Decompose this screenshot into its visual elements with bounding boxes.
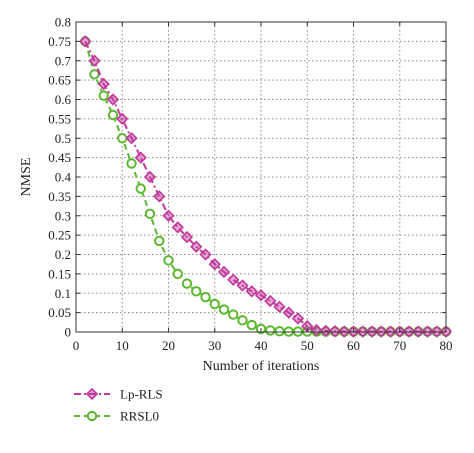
data-point [328, 325, 342, 338]
data-point [265, 325, 276, 336]
data-point [135, 183, 146, 194]
legend-marker [85, 387, 99, 401]
y-tick-label: 0.3 [55, 208, 71, 223]
grid-lines [76, 22, 446, 332]
data-point [218, 304, 230, 315]
data-point [246, 319, 257, 331]
data-point [97, 77, 110, 91]
y-tick-label: 0.65 [48, 73, 71, 88]
y-axis-title: NMSE [19, 158, 34, 197]
axes: 0 10 20 30 40 50 60 70 80 0 0.05 0.1 0.15 0.2 0.25 0.3 0… [48, 15, 452, 354]
y-tick-label: 0.4 [55, 170, 72, 185]
data-point [236, 279, 249, 292]
x-tick-label: 70 [393, 338, 406, 353]
y-tick-label: 0.8 [55, 15, 71, 30]
legend-label: Lp-RLS [120, 387, 163, 402]
x-tick-label: 80 [440, 338, 453, 353]
y-tick-label: 0.1 [55, 286, 71, 301]
data-point [163, 255, 174, 266]
x-tick-label: 50 [301, 338, 314, 353]
data-point [154, 235, 165, 247]
data-point [199, 248, 212, 261]
y-tick-label: 0.45 [48, 150, 71, 165]
y-tick-label: 0.75 [48, 34, 71, 49]
x-tick-label: 20 [162, 338, 175, 353]
y-tick-label: 0.25 [48, 228, 71, 243]
data-point [106, 93, 120, 106]
data-point [107, 109, 119, 121]
data-point [274, 326, 285, 337]
data-point [227, 273, 240, 286]
data-point [116, 112, 129, 126]
data-point [237, 315, 248, 326]
y-tick-label: 0.55 [48, 111, 71, 126]
data-point [181, 278, 193, 289]
data-point [171, 221, 184, 234]
data-point [88, 54, 101, 67]
data-point [319, 324, 332, 337]
y-tick-label: 0.6 [55, 92, 72, 107]
data-point [254, 289, 268, 302]
legend: Lp-RLS RRSL0 [74, 387, 163, 424]
y-tick-label: 0.35 [48, 189, 71, 204]
series-line [84, 41, 446, 333]
legend-marker [86, 410, 98, 422]
x-tick-label: 10 [116, 338, 129, 353]
y-tick-label: 0.2 [55, 247, 71, 262]
legend-label: RRSL0 [120, 409, 159, 424]
x-tick-label: 0 [73, 338, 80, 353]
data-point [162, 209, 175, 222]
data-point [209, 298, 220, 310]
data-point [144, 208, 156, 220]
data-point [291, 312, 305, 325]
legend-entry: RRSL0 [74, 409, 159, 424]
data-point [273, 300, 286, 313]
data-point [264, 294, 277, 308]
data-point [191, 286, 202, 297]
data-point [89, 69, 100, 80]
data-point [282, 306, 295, 319]
data-point [126, 158, 137, 169]
series-lp-rls [79, 35, 453, 338]
data-point [98, 90, 109, 101]
data-point [200, 291, 211, 303]
y-tick-label: 0.5 [55, 131, 71, 146]
x-tick-label: 60 [347, 338, 360, 353]
x-tick-label: 30 [208, 338, 221, 353]
data-point [245, 285, 258, 298]
legend-entry: Lp-RLS [74, 387, 163, 402]
series-rrsl0 [80, 36, 452, 337]
data-point [190, 240, 203, 253]
y-tick-label: 0.15 [48, 266, 71, 281]
x-axis-title: Number of iterations [203, 359, 320, 374]
data-point [172, 268, 183, 280]
data-point [208, 258, 221, 271]
x-tick-label: 40 [255, 338, 268, 353]
y-tick-label: 0 [65, 325, 72, 340]
data-point [310, 323, 323, 337]
data-point [153, 190, 166, 203]
data-point [217, 265, 231, 279]
y-tick-label: 0.7 [55, 53, 72, 68]
data-point [134, 151, 147, 164]
data-point [180, 230, 194, 244]
data-point [228, 309, 239, 320]
data-point [143, 170, 157, 184]
series-layer [79, 35, 453, 338]
data-point [117, 133, 128, 144]
data-point [125, 132, 138, 145]
y-tick-label: 0.05 [48, 305, 71, 320]
data-point [79, 35, 92, 48]
